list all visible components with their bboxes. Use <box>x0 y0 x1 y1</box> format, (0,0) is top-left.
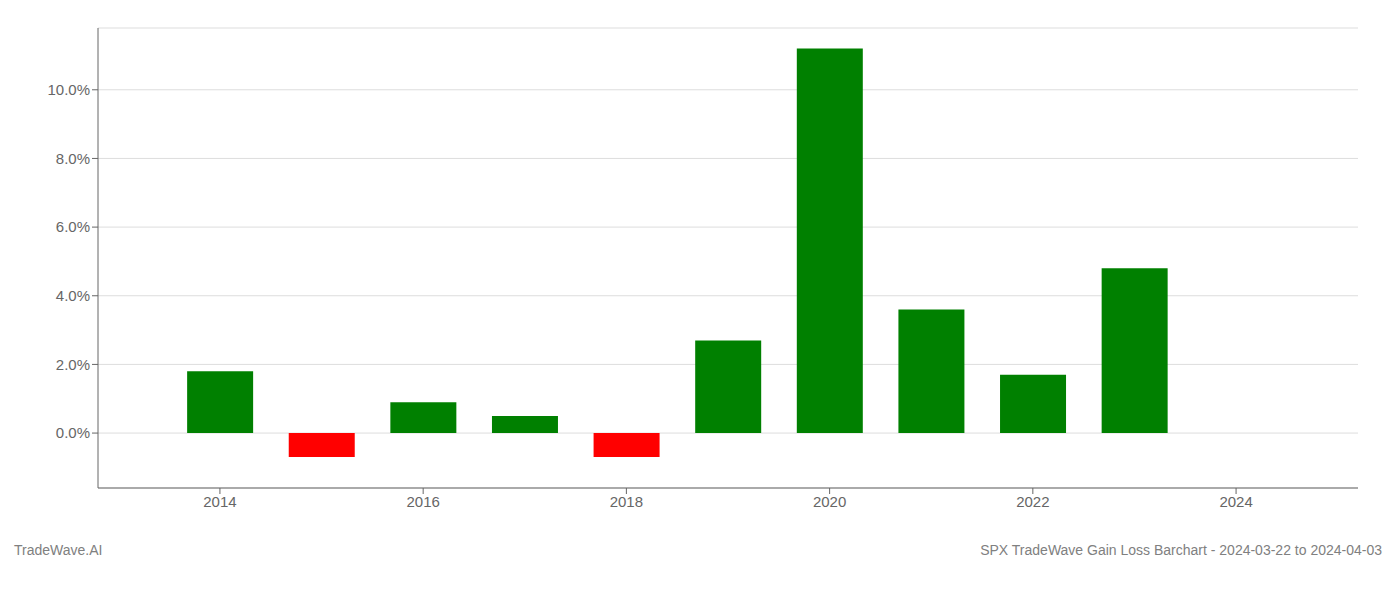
svg-text:4.0%: 4.0% <box>56 287 90 304</box>
svg-text:2.0%: 2.0% <box>56 356 90 373</box>
svg-text:2020: 2020 <box>813 493 846 510</box>
svg-text:2014: 2014 <box>203 493 236 510</box>
svg-text:2024: 2024 <box>1219 493 1252 510</box>
html-text:SPX TradeWave Gain Loss Barcha: SPX TradeWave Gain Loss Barchart - 2024-… <box>980 542 1382 558</box>
svg-text:2016: 2016 <box>406 493 439 510</box>
svg-text:2018: 2018 <box>610 493 643 510</box>
html-text:TradeWave.AI: TradeWave.AI <box>14 542 103 558</box>
svg-text:10.0%: 10.0% <box>47 81 90 98</box>
svg-text:6.0%: 6.0% <box>56 218 90 235</box>
svg-text:2022: 2022 <box>1016 493 1049 510</box>
svg-text:8.0%: 8.0% <box>56 150 90 167</box>
svg-text:0.0%: 0.0% <box>56 424 90 441</box>
